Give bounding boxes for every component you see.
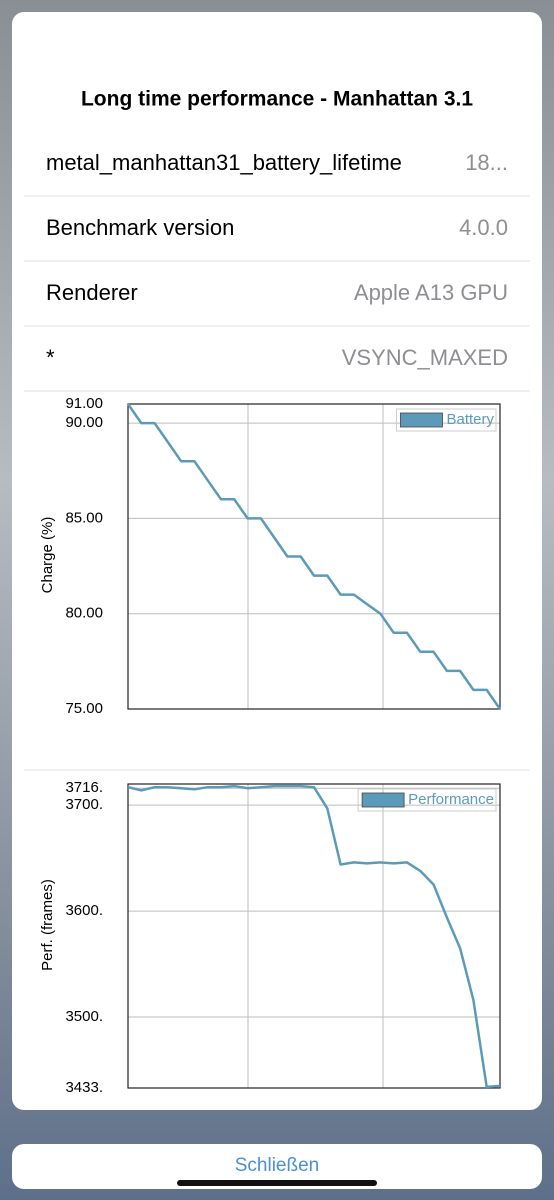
row-label: Benchmark version [46, 215, 234, 240]
legend: Battery [395, 408, 497, 432]
row-value: 4.0.0 [459, 215, 508, 240]
y-tick-label: 3600. [65, 902, 103, 919]
y-tick-label: 75.00 [65, 700, 103, 717]
y-tick-label: 91.00 [65, 395, 103, 412]
legend-label: Performance [408, 791, 494, 808]
row-label: * [46, 345, 55, 370]
plot-frame [127, 403, 501, 710]
close-button-label[interactable]: Schließen [235, 1155, 320, 1176]
y-axis-title: Perf. (frames) [39, 879, 56, 971]
legend: Performance [357, 788, 497, 812]
dialog-title: Long time performance - Manhattan 3.1 [81, 88, 473, 111]
dialog-card [12, 12, 542, 1110]
legend-box [395, 408, 497, 432]
y-tick-label: 3500. [65, 1008, 103, 1025]
legend-swatch [400, 412, 443, 428]
row-value: Apple A13 GPU [354, 280, 508, 305]
data-line [127, 784, 501, 1089]
close-button[interactable] [12, 1144, 542, 1189]
data-line [126, 403, 502, 710]
legend-swatch [361, 792, 405, 808]
y-tick-label: 80.00 [65, 605, 103, 622]
y-tick-label: 85.00 [65, 509, 103, 526]
row-value: 18... [465, 150, 508, 175]
y-tick-label: 3433. [65, 1079, 103, 1096]
legend-label: Battery [446, 411, 494, 428]
row-value: VSYNC_MAXED [342, 345, 508, 370]
row-label: metal_manhattan31_battery_lifetime [46, 150, 402, 175]
y-tick-label: 3700. [65, 796, 103, 813]
legend-box [357, 788, 497, 812]
row-label: Renderer [46, 280, 138, 305]
y-tick-label: 3716. [65, 779, 103, 796]
home-indicator [177, 1180, 377, 1186]
y-tick-label: 90.00 [65, 414, 103, 431]
y-axis-title: Charge (%) [39, 517, 56, 594]
plot-frame [127, 783, 501, 1089]
